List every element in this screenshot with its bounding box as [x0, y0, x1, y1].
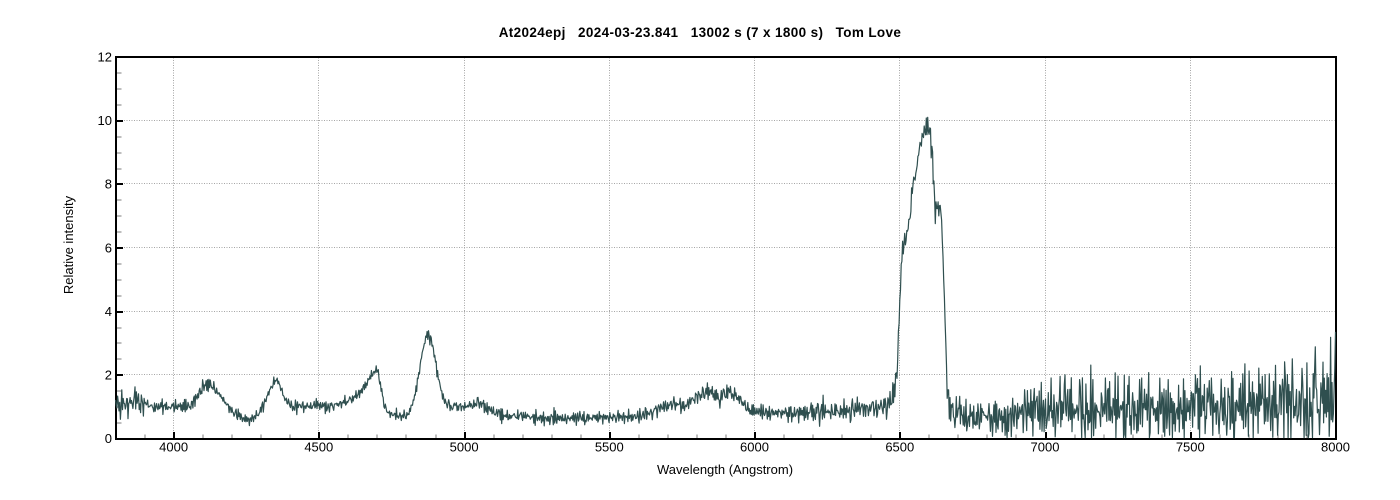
svg-text:4500: 4500: [304, 439, 333, 454]
svg-text:8: 8: [105, 177, 112, 192]
svg-text:7500: 7500: [1176, 439, 1205, 454]
svg-text:7000: 7000: [1031, 439, 1060, 454]
svg-text:8000: 8000: [1321, 439, 1350, 454]
svg-text:Wavelength (Angstrom): Wavelength (Angstrom): [657, 462, 793, 477]
svg-text:6000: 6000: [740, 439, 769, 454]
svg-text:12: 12: [98, 50, 112, 65]
svg-text:At2024epj 2024-03-23.841 1: At2024epj 2024-03-23.841 13002 s (7 x 18…: [499, 25, 902, 40]
svg-text:Relative intensity: Relative intensity: [61, 195, 76, 294]
svg-text:2: 2: [105, 368, 112, 383]
svg-text:5500: 5500: [595, 439, 624, 454]
svg-text:4: 4: [105, 304, 112, 319]
svg-text:6500: 6500: [885, 439, 914, 454]
svg-text:5000: 5000: [450, 439, 479, 454]
svg-text:4000: 4000: [159, 439, 188, 454]
svg-text:10: 10: [98, 113, 112, 128]
svg-text:6: 6: [105, 240, 112, 255]
svg-text:0: 0: [105, 431, 112, 446]
